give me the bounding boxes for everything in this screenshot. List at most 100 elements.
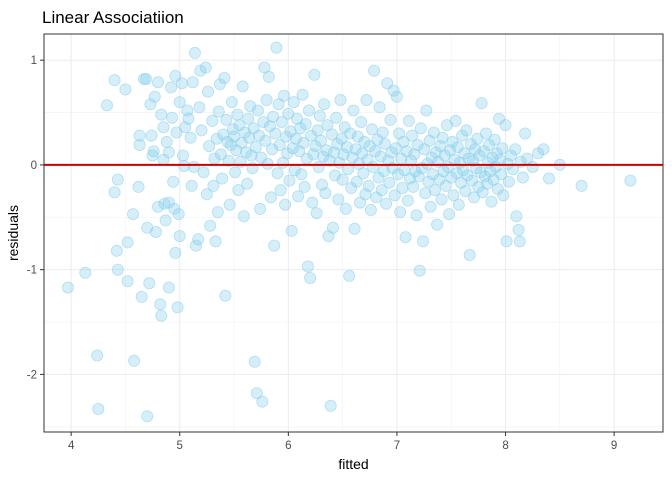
y-axis-title: residuals [5,205,21,261]
data-point [310,207,323,220]
data-point [140,73,153,86]
data-point [91,349,104,362]
data-point [396,181,409,194]
data-point [172,208,185,221]
data-point [399,231,412,244]
data-point [335,132,348,145]
x-tick-label: 8 [502,440,508,452]
data-point [504,149,517,162]
data-point [155,108,168,121]
data-point [184,131,197,144]
data-point [471,132,484,145]
data-point [513,235,526,248]
data-point [317,150,330,163]
data-point [397,135,410,148]
data-point [375,184,388,197]
data-point [283,174,296,187]
y-tick-label: -1 [27,265,37,277]
data-point [408,148,421,161]
data-point [199,61,212,74]
data-point [287,96,300,109]
data-point [189,239,202,252]
data-point [143,277,156,290]
data-point [111,263,124,276]
data-point [383,176,396,189]
minor-grid [44,34,663,432]
data-point [158,197,171,210]
data-point [537,143,550,156]
data-point [135,290,148,303]
data-point [500,235,513,248]
data-point [170,126,183,139]
data-point [286,142,299,155]
data-point [296,88,309,101]
panel-border [43,33,664,433]
data-point [427,126,440,139]
data-point [394,206,407,219]
data-point [384,113,397,126]
data-point [195,124,208,137]
data-point [312,160,325,173]
data-point [188,46,201,59]
data-point [222,154,235,167]
data-point [428,184,441,197]
data-point [289,132,302,145]
data-point [237,210,250,223]
data-point [145,129,158,142]
data-point [197,166,210,179]
data-point [512,223,525,236]
data-point [420,104,433,117]
data-point [236,80,249,93]
data-point [368,64,381,77]
data-point [526,160,539,173]
data-point [302,104,315,117]
x-tick-label: 4 [68,440,75,452]
data-point [108,74,121,87]
data-point [410,209,423,222]
data-point [219,289,232,302]
data-point [277,89,290,102]
data-point [292,190,305,203]
data-point [353,196,366,209]
data-point [212,105,225,118]
data-point [385,146,398,159]
data-point [364,203,377,216]
data-point [127,208,140,221]
data-point [357,167,370,180]
data-point [486,151,499,164]
data-point [519,127,532,140]
data-point [242,112,255,125]
data-point [380,197,393,210]
data-point [376,126,389,139]
data-point [220,113,233,126]
data-point [290,112,303,125]
data-point [92,402,105,415]
data-point [360,94,373,107]
data-point [624,174,637,187]
data-point [496,142,509,155]
data-point [271,167,284,180]
data-point [431,218,444,231]
data-point [447,189,460,202]
data-point [348,222,361,235]
data-point [260,94,273,107]
data-point [330,111,343,124]
data-point [463,248,476,261]
data-point [402,114,415,127]
data-point [497,189,510,202]
data-point [334,94,347,107]
data-point [349,143,362,156]
data-point [133,138,146,151]
data-point [270,41,283,54]
data-point [144,98,157,111]
data-point [297,136,310,149]
data-point [465,174,478,187]
data-point [203,140,216,153]
data-point [313,109,326,122]
x-tick-label: 5 [177,440,183,452]
data-point [269,127,282,140]
data-point [343,269,356,282]
data-point [166,111,179,124]
data-point [111,173,124,186]
data-point [336,173,349,186]
